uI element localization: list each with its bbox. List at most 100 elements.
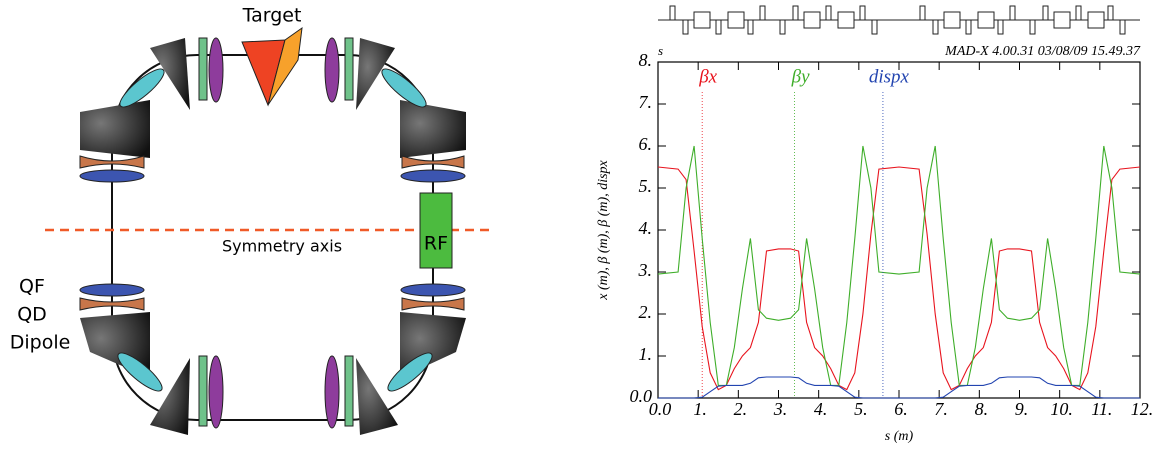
element: [943, 11, 961, 29]
element: [859, 5, 866, 21]
ring-diagram: Target Symmetry axis RF QF QD Dipole: [10, 5, 492, 435]
quad: [79, 283, 145, 297]
element: [727, 11, 745, 29]
x-tick-label: 10.: [1050, 399, 1073, 419]
quad: [119, 68, 165, 108]
element: [693, 11, 711, 29]
element: [1029, 19, 1036, 35]
target-label: Target: [242, 5, 302, 27]
element: [919, 5, 926, 21]
element: [1087, 11, 1105, 29]
quad: [79, 155, 145, 169]
element: [1107, 5, 1114, 21]
element: [837, 11, 855, 29]
dipole: [80, 100, 150, 158]
element: [779, 19, 786, 35]
target: [267, 26, 303, 106]
y-tick-label: 0.0: [630, 386, 653, 406]
dipole: [150, 38, 190, 110]
axis-label: Symmetry axis: [222, 237, 342, 256]
element: [759, 5, 766, 21]
qd-label: QD: [17, 304, 47, 326]
y-tick-label: 7.: [639, 92, 653, 112]
quad: [117, 352, 163, 392]
element: [803, 11, 821, 29]
series-line: [657, 166, 1141, 391]
rf-cavity: [419, 192, 453, 269]
x-tick-label: 2.: [734, 399, 748, 419]
element: [825, 5, 832, 21]
x-axis-title: s (m): [885, 429, 914, 444]
quad: [208, 355, 224, 429]
y-tick-label: 6.: [639, 134, 653, 154]
quad: [198, 37, 208, 101]
element: [792, 5, 799, 21]
quad: [344, 37, 354, 101]
x-tick-label: 1.: [693, 399, 707, 419]
legend-label: βy: [791, 66, 810, 87]
quad: [324, 37, 340, 103]
legend-label: βx: [698, 66, 717, 87]
legend-label: dispx: [869, 66, 910, 87]
x-tick-label: 4.: [814, 399, 828, 419]
element: [977, 11, 995, 29]
quad: [198, 355, 208, 427]
y-tick-label: 4.: [639, 218, 653, 238]
x-tick-label: 11.: [1091, 399, 1112, 419]
dipole: [400, 100, 466, 158]
element: [1042, 5, 1049, 21]
element: [1119, 19, 1126, 35]
x-tick-label: 6.: [894, 399, 908, 419]
qf-label: QF: [19, 276, 45, 298]
element: [1053, 11, 1071, 29]
element: [965, 19, 972, 35]
quad: [401, 155, 465, 169]
y-tick-label: 3.: [638, 260, 653, 280]
series-line: [657, 145, 1141, 386]
x-tick-label: 5.: [854, 399, 868, 419]
quad: [401, 297, 465, 311]
plot-frame: [657, 61, 1141, 399]
quad: [381, 68, 427, 108]
chart: 0.0 1. 2. 3. 4. 5. 6. 7. 8. 0.0 1. 2. 3. 4. 5. 6. 7. 8. 9.…: [596, 43, 1153, 444]
element: [682, 19, 689, 35]
x-tick-label: 3.: [773, 399, 788, 419]
quad: [324, 355, 340, 429]
element: [715, 19, 722, 35]
rf-label: RF: [424, 233, 448, 255]
x-tick-label: 0.0: [649, 399, 672, 419]
corner-label: s: [658, 43, 663, 58]
quad: [344, 355, 354, 427]
series-line: [658, 376, 1140, 399]
element: [871, 19, 878, 35]
quad: [79, 169, 145, 183]
quad: [208, 37, 224, 103]
dipole: [150, 358, 190, 435]
header: MAD-X 4.00.31 03/08/09 15.49.37: [944, 44, 1141, 59]
quad: [79, 297, 145, 311]
x-tick-label: 12.: [1131, 399, 1154, 419]
beamline-schematic: [658, 5, 1140, 35]
dipole-label: Dipole: [10, 332, 71, 354]
element: [932, 19, 939, 35]
dipole: [356, 38, 395, 110]
y-tick-label: 8.: [639, 50, 653, 70]
element: [747, 19, 754, 35]
x-tick-label: 9.: [1015, 399, 1029, 419]
y-axis-title: x (m), β (m), β (m), dispx: [596, 159, 611, 300]
y-tick-label: 5.: [639, 176, 653, 196]
element: [997, 19, 1004, 35]
y-tick-label: 2.: [639, 302, 653, 322]
quad: [400, 283, 466, 297]
element: [1009, 5, 1016, 21]
quad: [387, 352, 433, 392]
y-tick-label: 1.: [639, 344, 653, 364]
x-tick-label: 7.: [934, 399, 948, 419]
element: [1075, 5, 1082, 21]
dipole: [356, 358, 398, 435]
quad: [400, 169, 466, 183]
x-tick-label: 8.: [975, 399, 989, 419]
element: [669, 5, 676, 21]
